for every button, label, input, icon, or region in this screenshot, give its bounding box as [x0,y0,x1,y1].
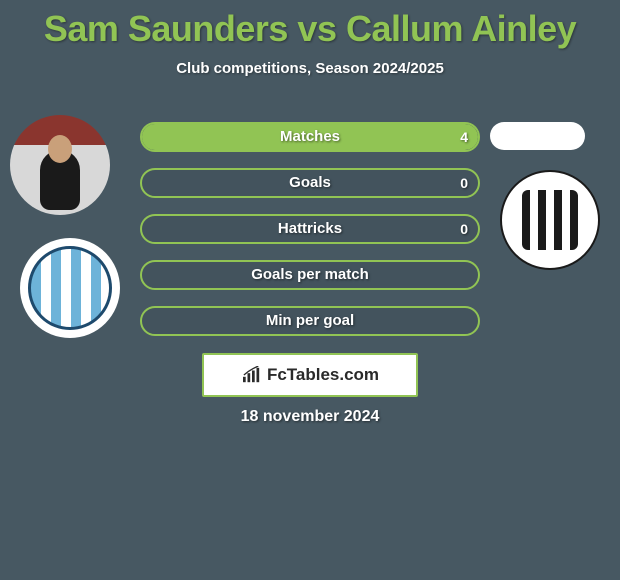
stat-label: Goals [142,170,478,196]
date-text: 18 november 2024 [0,408,620,426]
subtitle: Club competitions, Season 2024/2025 [0,60,620,77]
player2-club-badge [500,170,600,270]
stat-row-min-per-goal: Min per goal [140,306,480,336]
stats-container: Matches 4 Goals 0 Hattricks 0 Goals per … [140,122,480,352]
stat-label: Goals per match [142,262,478,288]
stat-row-matches: Matches 4 [140,122,480,152]
player1-club-badge [20,238,120,338]
chart-icon [241,366,263,384]
stat-row-hattricks: Hattricks 0 [140,214,480,244]
page-title: Sam Saunders vs Callum Ainley [0,0,620,50]
brand-text: FcTables.com [267,365,379,385]
stat-value-right: 0 [460,216,468,242]
stat-row-goals-per-match: Goals per match [140,260,480,290]
stat-value-right: 0 [460,170,468,196]
player2-photo [490,122,585,150]
stat-label: Matches [142,124,478,150]
stat-row-goals: Goals 0 [140,168,480,198]
player1-photo [10,115,110,215]
brand-badge: FcTables.com [202,353,418,397]
stat-value-right: 4 [460,124,468,150]
stat-label: Min per goal [142,308,478,334]
stat-label: Hattricks [142,216,478,242]
